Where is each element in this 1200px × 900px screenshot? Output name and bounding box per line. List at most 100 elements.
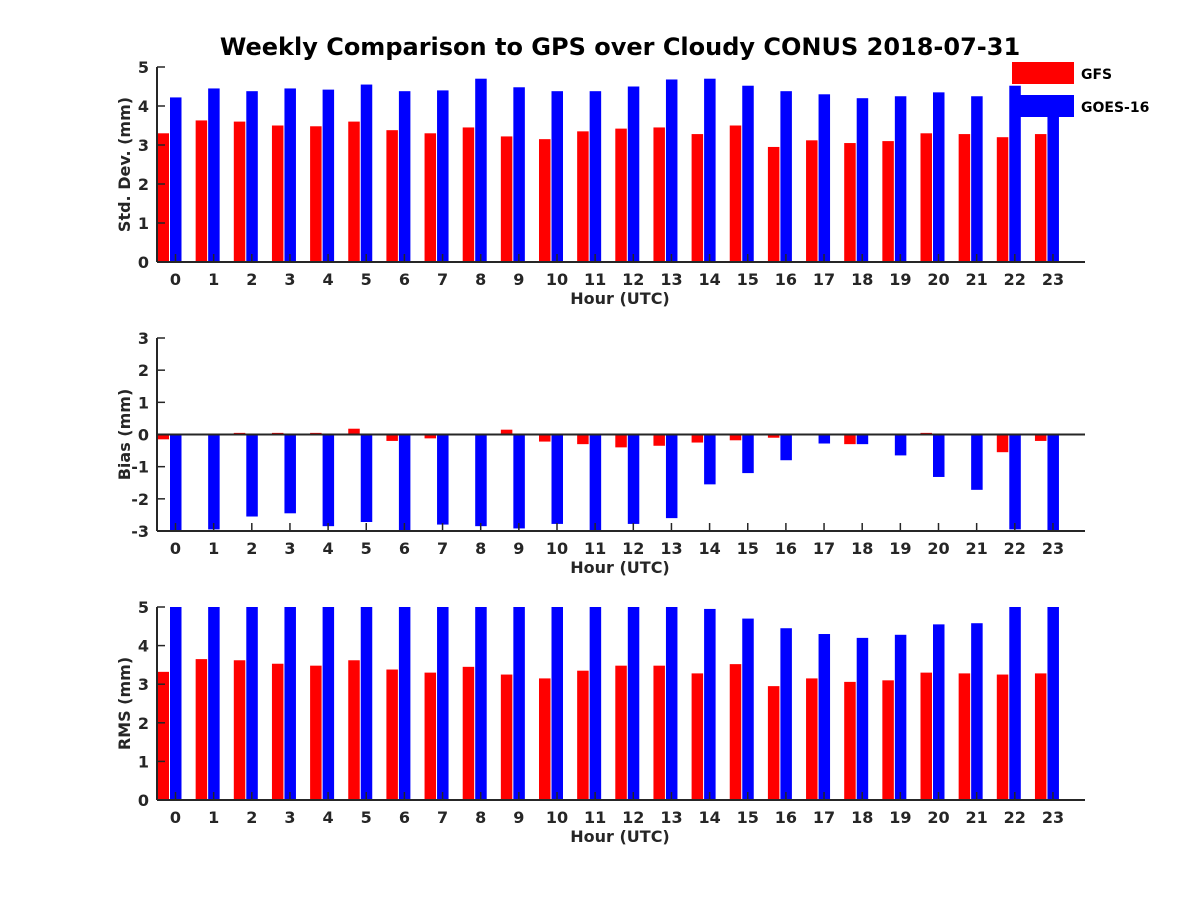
bar-goes-16-hour-10 <box>551 434 563 524</box>
bar-gfs-hour-4 <box>310 126 322 262</box>
bar-goes-16-hour-8 <box>475 78 487 262</box>
x-tick-label: 4 <box>323 808 334 827</box>
y-tick-label: 3 <box>138 136 149 155</box>
x-tick-label: 1 <box>208 808 219 827</box>
bar-gfs-hour-22 <box>996 434 1009 453</box>
legend-entry-goes-16: GOES-16 <box>1012 95 1149 117</box>
y-tick-label: 5 <box>138 58 149 77</box>
bar-goes-16-hour-8 <box>475 607 487 800</box>
bar-gfs-hour-20 <box>920 672 932 800</box>
x-tick-label: 7 <box>437 270 448 289</box>
bar-goes-16-hour-8 <box>475 434 487 527</box>
bar-goes-16-hour-16 <box>780 628 792 800</box>
bar-goes-16-hour-10 <box>551 91 563 263</box>
bar-gfs-hour-17 <box>806 140 818 262</box>
bar-goes-16-hour-13 <box>665 434 678 519</box>
bar-gfs-hour-7 <box>424 133 437 262</box>
bar-gfs-hour-15 <box>729 125 742 262</box>
x-tick-label: 12 <box>622 539 644 558</box>
x-tick-label: 0 <box>170 539 181 558</box>
bar-gfs-hour-10 <box>539 678 551 800</box>
bar-goes-16-hour-20 <box>933 434 945 477</box>
bar-gfs-hour-7 <box>424 434 437 439</box>
bar-goes-16-hour-6 <box>398 434 411 531</box>
bar-gfs-hour-11 <box>577 434 589 445</box>
bar-gfs-hour-8 <box>462 127 475 262</box>
x-tick-label: 15 <box>737 270 759 289</box>
bar-goes-16-hour-18 <box>856 98 869 262</box>
x-tick-label: 5 <box>361 539 372 558</box>
x-tick-label: 14 <box>698 808 720 827</box>
x-tick-label: 6 <box>399 270 410 289</box>
bar-gfs-hour-2 <box>233 660 246 800</box>
bar-gfs-hour-16 <box>767 686 780 800</box>
bar-gfs-hour-11 <box>577 670 589 800</box>
bar-goes-16-hour-13 <box>665 607 678 800</box>
bar-goes-16-hour-3 <box>284 88 296 262</box>
bar-goes-16-hour-13 <box>665 79 678 262</box>
x-tick-label: 2 <box>246 539 257 558</box>
y-tick-label: 1 <box>138 214 149 233</box>
bar-goes-16-hour-9 <box>513 434 525 529</box>
bar-gfs-hour-1 <box>195 120 208 263</box>
x-tick-label: 13 <box>660 539 682 558</box>
legend-label: GOES-16 <box>1081 100 1149 116</box>
bar-goes-16-hour-12 <box>627 434 640 524</box>
bar-goes-16-hour-11 <box>589 434 602 531</box>
bar-goes-16-hour-2 <box>246 434 258 517</box>
x-tick-label: 4 <box>323 539 334 558</box>
bar-gfs-hour-14 <box>691 673 704 800</box>
bar-goes-16-hour-6 <box>398 607 411 800</box>
x-tick-label: 8 <box>475 270 486 289</box>
x-tick-label: 17 <box>813 270 835 289</box>
bar-gfs-hour-13 <box>653 127 665 262</box>
bar-gfs-hour-7 <box>424 672 437 800</box>
x-tick-label: 7 <box>437 808 448 827</box>
x-tick-label: 18 <box>851 808 873 827</box>
x-tick-label: 7 <box>437 539 448 558</box>
x-tick-label: 14 <box>698 270 720 289</box>
x-tick-label: 2 <box>246 808 257 827</box>
x-tick-label: 12 <box>622 808 644 827</box>
x-tick-label: 21 <box>966 539 988 558</box>
bar-gfs-hour-10 <box>539 139 551 262</box>
bar-gfs-hour-6 <box>386 130 398 262</box>
bar-gfs-hour-5 <box>348 660 360 800</box>
y-tick-label: 0 <box>138 426 149 445</box>
bar-goes-16-hour-20 <box>933 624 945 800</box>
bar-goes-16-hour-16 <box>780 434 792 461</box>
bar-goes-16-hour-5 <box>360 434 373 522</box>
x-tick-label: 9 <box>513 539 524 558</box>
bar-goes-16-hour-14 <box>704 608 716 800</box>
bar-goes-16-hour-21 <box>971 434 983 490</box>
bar-goes-16-hour-11 <box>589 91 602 263</box>
bar-gfs-hour-5 <box>348 428 360 435</box>
y-axis-label: RMS (mm) <box>115 657 134 750</box>
bar-gfs-hour-20 <box>920 133 932 262</box>
y-tick-label: 4 <box>138 97 149 116</box>
x-axis-label: Hour (UTC) <box>570 827 670 846</box>
x-tick-label: 23 <box>1042 808 1064 827</box>
x-tick-label: 16 <box>775 808 797 827</box>
x-tick-label: 2 <box>246 270 257 289</box>
bar-gfs-hour-0 <box>157 434 169 440</box>
bar-goes-16-hour-6 <box>398 91 411 263</box>
bar-gfs-hour-22 <box>996 674 1009 800</box>
bar-goes-16-hour-11 <box>589 607 602 800</box>
x-tick-label: 11 <box>584 270 606 289</box>
bar-goes-16-hour-19 <box>894 96 907 262</box>
bar-gfs-hour-19 <box>882 141 894 262</box>
x-tick-label: 23 <box>1042 539 1064 558</box>
bar-goes-16-hour-17 <box>818 94 831 262</box>
y-tick-label: 2 <box>138 175 149 194</box>
x-tick-label: 15 <box>737 539 759 558</box>
x-tick-label: 19 <box>889 270 911 289</box>
x-tick-label: 3 <box>284 270 295 289</box>
x-tick-label: 9 <box>513 270 524 289</box>
bar-goes-16-hour-23 <box>1047 607 1059 800</box>
x-tick-label: 22 <box>1004 808 1026 827</box>
